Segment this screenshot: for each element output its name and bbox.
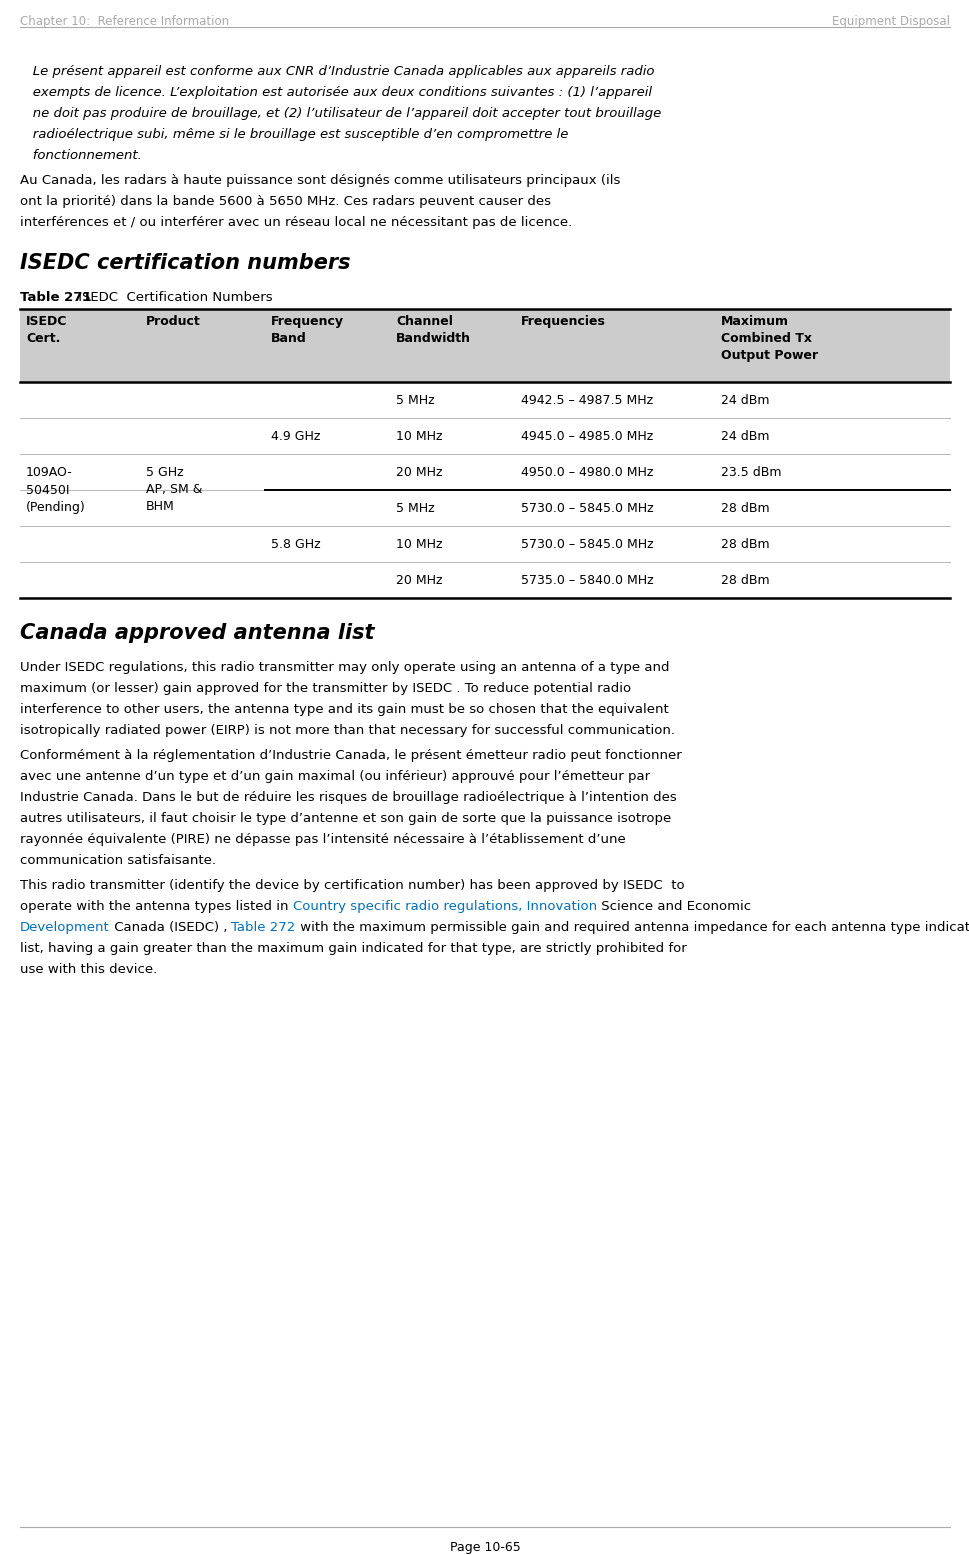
Text: 5 MHz: 5 MHz: [395, 393, 434, 406]
Text: Canada approved antenna list: Canada approved antenna list: [20, 624, 374, 644]
Text: 24 dBm: 24 dBm: [720, 429, 768, 443]
Text: Country specific radio regulations, Innovation: Country specific radio regulations, Inno…: [293, 900, 596, 913]
Bar: [20, 309, 949, 383]
Text: Frequency
Band: Frequency Band: [270, 316, 344, 345]
Text: 4945.0 – 4985.0 MHz: 4945.0 – 4985.0 MHz: [520, 429, 652, 443]
Text: Equipment Disposal: Equipment Disposal: [831, 16, 949, 28]
Text: Page 10-65: Page 10-65: [450, 1541, 519, 1553]
Text: 5730.0 – 5845.0 MHz: 5730.0 – 5845.0 MHz: [520, 538, 653, 550]
Text: rayonnée équivalente (PIRE) ne dépasse pas l’intensité nécessaire à l’établissem: rayonnée équivalente (PIRE) ne dépasse p…: [20, 833, 625, 846]
Text: 4942.5 – 4987.5 MHz: 4942.5 – 4987.5 MHz: [520, 393, 652, 406]
Text: with the maximum permissible gain and required antenna impedance for each antenn: with the maximum permissible gain and re…: [296, 921, 969, 935]
Text: avec une antenne d’un type et d’un gain maximal (ou inférieur) approuvé pour l’é: avec une antenne d’un type et d’un gain …: [20, 770, 649, 784]
Text: Chapter 10:  Reference Information: Chapter 10: Reference Information: [20, 16, 229, 28]
Text: list, having a gain greater than the maximum gain indicated for that type, are s: list, having a gain greater than the max…: [20, 942, 686, 955]
Text: interférences et / ou interférer avec un réseau local ne nécessitant pas de lice: interférences et / ou interférer avec un…: [20, 216, 572, 229]
Text: operate with the antenna types listed in: operate with the antenna types listed in: [20, 900, 293, 913]
Text: communication satisfaisante.: communication satisfaisante.: [20, 854, 216, 868]
Text: isotropically radiated power (EIRP) is not more than that necessary for successf: isotropically radiated power (EIRP) is n…: [20, 725, 674, 737]
Text: 28 dBm: 28 dBm: [720, 538, 768, 550]
Text: 4950.0 – 4980.0 MHz: 4950.0 – 4980.0 MHz: [520, 465, 653, 479]
Text: 23.5 dBm: 23.5 dBm: [720, 465, 781, 479]
Text: use with this device.: use with this device.: [20, 963, 157, 977]
Text: Conformément à la réglementation d’Industrie Canada, le présent émetteur radio p: Conformément à la réglementation d’Indus…: [20, 750, 681, 762]
Text: Maximum
Combined Tx
Output Power: Maximum Combined Tx Output Power: [720, 316, 817, 362]
Text: 109AO-
50450I
(Pending): 109AO- 50450I (Pending): [26, 466, 85, 513]
Text: ne doit pas produire de brouillage, et (2) l’utilisateur de l’appareil doit acce: ne doit pas produire de brouillage, et (…: [20, 107, 661, 120]
Text: Science and Economic: Science and Economic: [596, 900, 750, 913]
Text: 5.8 GHz: 5.8 GHz: [270, 538, 321, 550]
Text: Under ISEDC regulations, this radio transmitter may only operate using an antenn: Under ISEDC regulations, this radio tran…: [20, 661, 669, 673]
Text: 28 dBm: 28 dBm: [720, 574, 768, 586]
Text: ont la priorité) dans la bande 5600 à 5650 MHz. Ces radars peuvent causer des: ont la priorité) dans la bande 5600 à 56…: [20, 194, 550, 208]
Text: 20 MHz: 20 MHz: [395, 574, 442, 586]
Text: Frequencies: Frequencies: [520, 316, 606, 328]
Text: 4.9 GHz: 4.9 GHz: [270, 429, 320, 443]
Text: 24 dBm: 24 dBm: [720, 393, 768, 406]
Text: 5730.0 – 5845.0 MHz: 5730.0 – 5845.0 MHz: [520, 502, 653, 515]
Text: 5 GHz
AP, SM &
BHM: 5 GHz AP, SM & BHM: [146, 466, 203, 513]
Text: 28 dBm: 28 dBm: [720, 502, 768, 515]
Text: ISEDC certification numbers: ISEDC certification numbers: [20, 253, 350, 274]
Text: Development: Development: [20, 921, 109, 935]
Text: Canada (ISEDC) ,: Canada (ISEDC) ,: [109, 921, 232, 935]
Text: 20 MHz: 20 MHz: [395, 465, 442, 479]
Text: ISEDC  Certification Numbers: ISEDC Certification Numbers: [74, 291, 272, 303]
Text: ISEDC
Cert.: ISEDC Cert.: [26, 316, 67, 345]
Text: interference to other users, the antenna type and its gain must be so chosen tha: interference to other users, the antenna…: [20, 703, 668, 715]
Text: exempts de licence. L’exploitation est autorisée aux deux conditions suivantes :: exempts de licence. L’exploitation est a…: [20, 86, 651, 100]
Text: radioélectrique subi, même si le brouillage est susceptible d’en compromettre le: radioélectrique subi, même si le brouill…: [20, 128, 568, 142]
Text: 10 MHz: 10 MHz: [395, 538, 442, 550]
Text: 5 MHz: 5 MHz: [395, 502, 434, 515]
Text: Industrie Canada. Dans le but de réduire les risques de brouillage radioélectriq: Industrie Canada. Dans le but de réduire…: [20, 791, 676, 804]
Text: Table 272: Table 272: [232, 921, 296, 935]
Text: Table 271: Table 271: [20, 291, 91, 303]
Text: Product: Product: [146, 316, 201, 328]
Text: Au Canada, les radars à haute puissance sont désignés comme utilisateurs princip: Au Canada, les radars à haute puissance …: [20, 174, 620, 187]
Text: Le présent appareil est conforme aux CNR d’Industrie Canada applicables aux appa: Le présent appareil est conforme aux CNR…: [20, 65, 654, 78]
Text: autres utilisateurs, il faut choisir le type d’antenne et son gain de sorte que : autres utilisateurs, il faut choisir le …: [20, 812, 671, 826]
Text: 5735.0 – 5840.0 MHz: 5735.0 – 5840.0 MHz: [520, 574, 653, 586]
Text: Channel
Bandwidth: Channel Bandwidth: [395, 316, 471, 345]
Text: 10 MHz: 10 MHz: [395, 429, 442, 443]
Text: fonctionnement.: fonctionnement.: [20, 149, 141, 162]
Text: This radio transmitter (identify the device by certification number) has been ap: This radio transmitter (identify the dev…: [20, 879, 684, 893]
Text: maximum (or lesser) gain approved for the transmitter by ISEDC . To reduce poten: maximum (or lesser) gain approved for th…: [20, 683, 631, 695]
